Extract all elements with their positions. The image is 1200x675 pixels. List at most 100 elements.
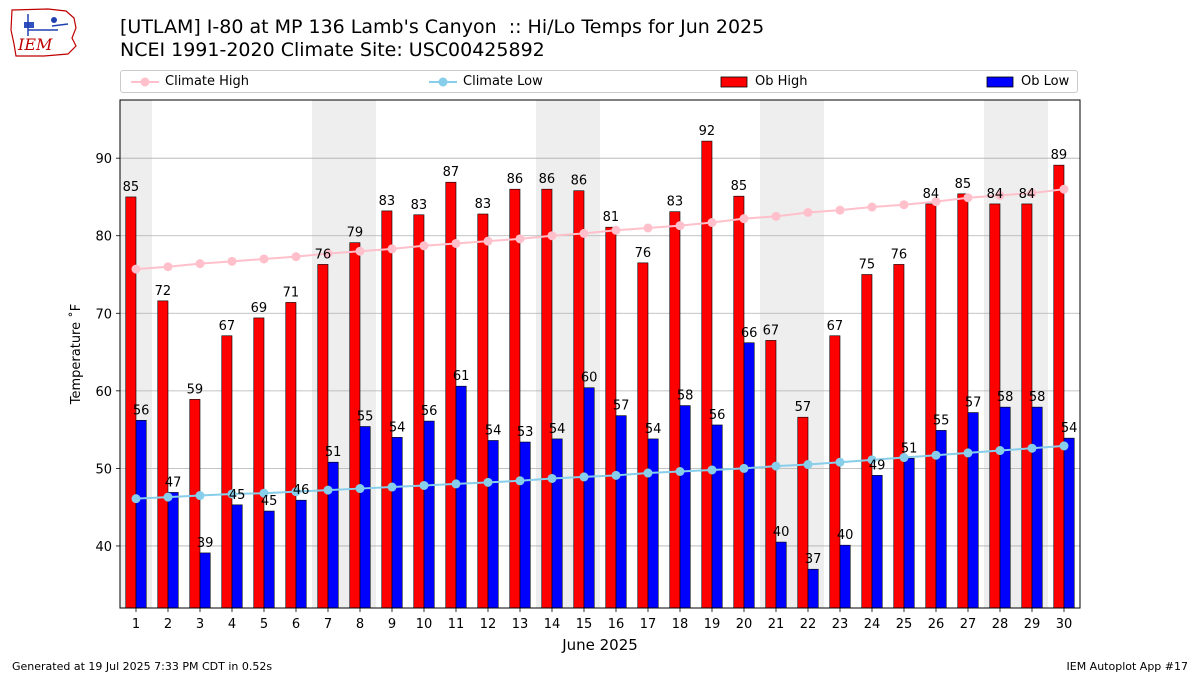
ob-low-value-label: 45 xyxy=(261,494,278,509)
ob-low-bar xyxy=(135,420,147,609)
ob-high-value-label: 72 xyxy=(155,284,172,299)
app-id: IEM Autoplot App #17 xyxy=(1066,660,1189,673)
ob-low-bar xyxy=(775,541,787,609)
ob-low-bar xyxy=(423,420,435,609)
ob-low-value-label: 53 xyxy=(517,425,534,440)
ob-low-bar xyxy=(455,385,467,609)
climate-high-point xyxy=(323,249,333,259)
legend-label-ob-high: Ob High xyxy=(755,74,808,89)
climate-high-point xyxy=(1059,184,1069,194)
ob-high-value-label: 85 xyxy=(955,177,972,192)
ob-low-bar xyxy=(519,441,531,609)
ob-low-bar xyxy=(615,415,627,609)
climate-low-point xyxy=(1059,441,1069,451)
x-tick-label: 11 xyxy=(448,617,465,632)
x-tick-label: 16 xyxy=(608,617,625,632)
ob-high-bar xyxy=(893,264,905,609)
ob-high-value-label: 75 xyxy=(859,258,876,273)
ob-high-value-label: 89 xyxy=(1051,148,1068,163)
ob-low-value-label: 49 xyxy=(869,458,886,473)
x-tick-label: 10 xyxy=(416,617,433,632)
x-tick-label: 17 xyxy=(640,617,657,632)
y-tick-label: 50 xyxy=(95,462,112,477)
climate-low-point xyxy=(387,482,397,492)
ob-low-bar xyxy=(199,552,211,609)
ob-low-value-label: 55 xyxy=(357,410,374,425)
ob-low-bar xyxy=(391,437,403,609)
ob-high-value-label: 59 xyxy=(187,382,204,397)
climate-low-point xyxy=(163,492,173,502)
climate-low-point xyxy=(995,446,1005,456)
ob-high-value-label: 86 xyxy=(539,172,556,187)
ob-low-value-label: 51 xyxy=(901,441,918,456)
climate-high-point xyxy=(355,246,365,256)
ob-low-bar xyxy=(1031,406,1043,609)
ob-high-bar xyxy=(477,213,489,609)
ob-low-bar xyxy=(967,412,979,609)
ob-low-value-label: 56 xyxy=(709,408,726,423)
ob-low-bar xyxy=(807,568,819,609)
ob-high-bar xyxy=(701,140,713,609)
chart-legend: Climate High Climate Low Ob High Ob Low xyxy=(120,70,1078,93)
climate-low-point xyxy=(899,453,909,463)
climate-low-point xyxy=(931,450,941,460)
ob-high-value-label: 67 xyxy=(827,319,844,334)
y-tick-label: 90 xyxy=(95,152,112,167)
x-tick-label: 23 xyxy=(832,617,849,632)
legend-label-climate-low: Climate Low xyxy=(463,74,543,89)
y-tick-label: 40 xyxy=(95,540,112,555)
ob-low-bar xyxy=(551,438,563,609)
ob-high-value-label: 81 xyxy=(603,210,620,225)
climate-high-point xyxy=(227,256,237,266)
climate-high-point xyxy=(899,200,909,210)
ob-low-value-label: 46 xyxy=(293,483,310,498)
ob-high-value-label: 86 xyxy=(571,174,588,189)
x-tick-label: 18 xyxy=(672,617,689,632)
ob-low-bar xyxy=(711,424,723,609)
climate-low-point xyxy=(131,494,141,504)
x-tick-label: 26 xyxy=(928,617,945,632)
climate-low-point xyxy=(963,448,973,458)
x-tick-label: 9 xyxy=(388,617,396,632)
climate-high-point xyxy=(419,241,429,251)
generated-timestamp: Generated at 19 Jul 2025 7:33 PM CDT in … xyxy=(12,660,273,673)
ob-high-bar xyxy=(925,203,937,609)
chart-subtitle: NCEI 1991-2020 Climate Site: USC00425892 xyxy=(120,39,545,61)
climate-high-point xyxy=(931,197,941,207)
x-tick-label: 24 xyxy=(864,617,881,632)
ob-high-bar xyxy=(733,195,745,609)
y-tick-label: 70 xyxy=(95,307,112,322)
ob-low-value-label: 40 xyxy=(837,528,854,543)
climate-high-point xyxy=(291,252,301,262)
ob-low-swatch xyxy=(986,76,1014,88)
ob-low-value-label: 45 xyxy=(229,488,246,503)
ob-high-value-label: 83 xyxy=(475,197,492,212)
ob-high-bar xyxy=(221,335,233,609)
climate-high-point xyxy=(483,236,493,246)
ob-low-bar xyxy=(647,438,659,609)
ob-high-value-label: 76 xyxy=(891,247,908,262)
ob-low-value-label: 40 xyxy=(773,525,790,540)
ob-high-value-label: 79 xyxy=(347,226,364,241)
ob-low-bar xyxy=(871,475,883,609)
x-axis-label: June 2025 xyxy=(561,636,638,654)
ob-high-value-label: 83 xyxy=(379,194,396,209)
legend-label-ob-low: Ob Low xyxy=(1021,74,1070,89)
climate-high-swatch xyxy=(131,77,159,87)
x-tick-label: 8 xyxy=(356,617,364,632)
ob-low-bar xyxy=(903,458,915,609)
climate-low-point xyxy=(803,460,813,470)
ob-low-bar xyxy=(231,504,243,609)
ob-high-bar xyxy=(509,188,521,609)
ob-low-value-label: 54 xyxy=(389,420,406,435)
ob-high-value-label: 57 xyxy=(795,400,812,415)
climate-low-line xyxy=(135,444,1065,500)
ob-low-value-label: 61 xyxy=(453,369,470,384)
climate-low-point xyxy=(355,484,365,494)
ob-low-value-label: 55 xyxy=(933,413,950,428)
x-tick-label: 20 xyxy=(736,617,753,632)
ob-low-value-label: 57 xyxy=(965,396,982,411)
legend-label-climate-high: Climate High xyxy=(165,74,250,89)
x-tick-label: 4 xyxy=(228,617,236,632)
x-tick-label: 22 xyxy=(800,617,817,632)
